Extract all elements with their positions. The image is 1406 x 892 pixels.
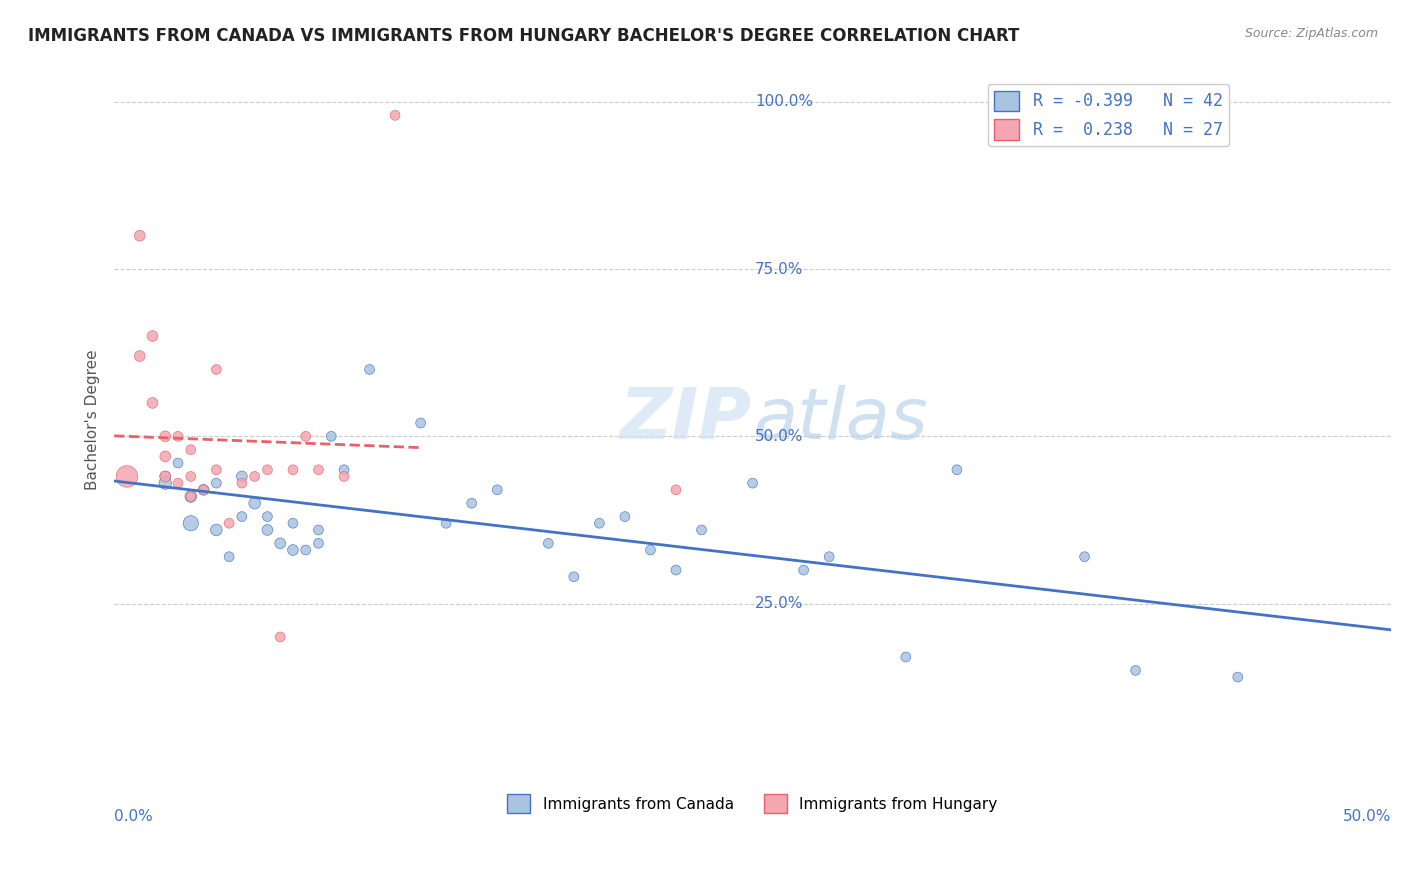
- Point: [665, 563, 688, 577]
- Point: [180, 490, 202, 504]
- Point: [167, 456, 190, 470]
- Text: 25.0%: 25.0%: [755, 596, 803, 611]
- Point: [640, 543, 662, 558]
- Point: [269, 630, 291, 644]
- Point: [281, 463, 304, 477]
- Point: [205, 362, 228, 376]
- Point: [205, 463, 228, 477]
- Point: [155, 476, 177, 491]
- Point: [741, 476, 763, 491]
- Point: [359, 362, 381, 376]
- Point: [243, 469, 266, 483]
- Point: [308, 523, 330, 537]
- Point: [231, 509, 253, 524]
- Point: [409, 416, 432, 430]
- Point: [205, 476, 228, 491]
- Point: [193, 483, 215, 497]
- Point: [243, 496, 266, 510]
- Point: [793, 563, 815, 577]
- Point: [665, 483, 688, 497]
- Point: [231, 476, 253, 491]
- Point: [588, 516, 610, 531]
- Text: 50.0%: 50.0%: [1343, 809, 1391, 824]
- Point: [231, 469, 253, 483]
- Point: [256, 463, 278, 477]
- Text: ZIP: ZIP: [620, 385, 752, 454]
- Point: [128, 228, 150, 243]
- Point: [180, 469, 202, 483]
- Point: [1125, 664, 1147, 678]
- Point: [308, 536, 330, 550]
- Point: [818, 549, 841, 564]
- Point: [180, 442, 202, 457]
- Point: [128, 349, 150, 363]
- Y-axis label: Bachelor's Degree: Bachelor's Degree: [86, 350, 100, 490]
- Point: [218, 549, 240, 564]
- Point: [321, 429, 343, 443]
- Point: [294, 429, 316, 443]
- Text: 0.0%: 0.0%: [114, 809, 153, 824]
- Point: [308, 463, 330, 477]
- Point: [562, 570, 585, 584]
- Point: [155, 450, 177, 464]
- Text: 50.0%: 50.0%: [755, 429, 803, 444]
- Text: IMMIGRANTS FROM CANADA VS IMMIGRANTS FROM HUNGARY BACHELOR'S DEGREE CORRELATION : IMMIGRANTS FROM CANADA VS IMMIGRANTS FRO…: [28, 27, 1019, 45]
- Point: [690, 523, 713, 537]
- Point: [205, 523, 228, 537]
- Point: [167, 429, 190, 443]
- Point: [155, 429, 177, 443]
- Point: [1226, 670, 1249, 684]
- Point: [218, 516, 240, 531]
- Point: [946, 463, 969, 477]
- Text: Source: ZipAtlas.com: Source: ZipAtlas.com: [1244, 27, 1378, 40]
- Point: [269, 536, 291, 550]
- Point: [281, 516, 304, 531]
- Point: [180, 490, 202, 504]
- Point: [613, 509, 636, 524]
- Point: [486, 483, 509, 497]
- Point: [537, 536, 560, 550]
- Point: [294, 543, 316, 558]
- Point: [256, 523, 278, 537]
- Point: [894, 650, 917, 665]
- Legend: Immigrants from Canada, Immigrants from Hungary: Immigrants from Canada, Immigrants from …: [502, 789, 1004, 819]
- Point: [141, 329, 163, 343]
- Point: [256, 509, 278, 524]
- Point: [333, 469, 356, 483]
- Text: atlas: atlas: [752, 385, 927, 454]
- Text: 75.0%: 75.0%: [755, 261, 803, 277]
- Point: [434, 516, 457, 531]
- Point: [180, 516, 202, 531]
- Point: [193, 483, 215, 497]
- Point: [155, 469, 177, 483]
- Text: 100.0%: 100.0%: [755, 95, 813, 110]
- Point: [333, 463, 356, 477]
- Point: [281, 543, 304, 558]
- Point: [115, 469, 138, 483]
- Point: [460, 496, 482, 510]
- Point: [1073, 549, 1095, 564]
- Point: [167, 476, 190, 491]
- Point: [141, 396, 163, 410]
- Point: [155, 469, 177, 483]
- Point: [384, 108, 406, 122]
